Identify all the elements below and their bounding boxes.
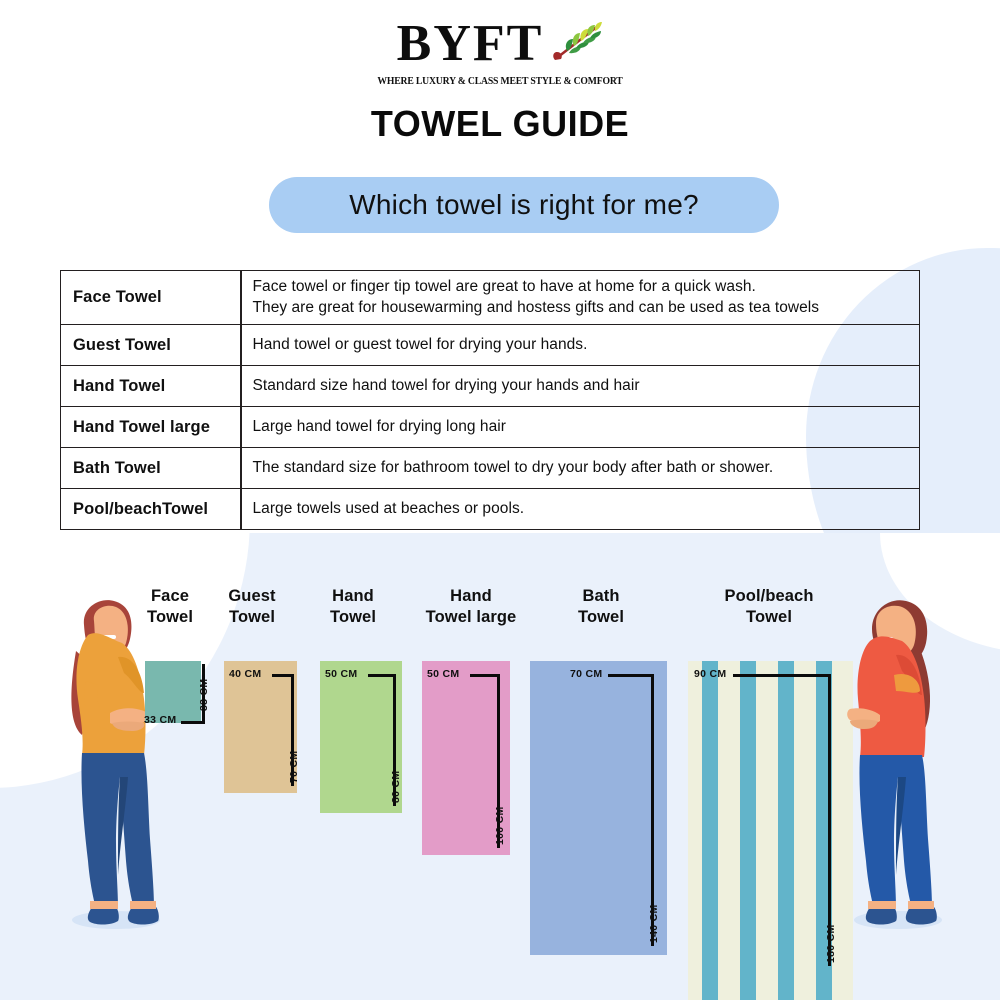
dimension-leader-h-hand	[368, 674, 396, 677]
table-row: Hand Towel large Large hand towel for dr…	[60, 406, 920, 448]
towel-label-pool-beach-towel: Pool/beach Towel	[702, 586, 836, 628]
towel-stripe	[702, 661, 718, 1000]
dimension-leader-v-face	[202, 664, 205, 722]
dimension-height-hand-towel: 80 CM	[390, 770, 402, 803]
question-banner: Which towel is right for me?	[269, 177, 779, 233]
towel-swatch-bath-towel	[530, 661, 667, 955]
towel-swatch-hand-towel	[320, 661, 402, 813]
towel-label-line2: Towel	[577, 608, 625, 627]
dimension-width-guest-towel: 40 CM	[229, 668, 262, 680]
dimension-leader-h-bath	[608, 674, 654, 677]
brand-header: BYFT WHERE LUXURY & CLASS MEET STYLE & C…	[0, 18, 1000, 145]
dimension-height-hand-towel-large: 100 CM	[494, 806, 506, 845]
towel-label-line1: Guest	[228, 587, 276, 605]
towel-swatch-pool-beach-towel	[688, 661, 853, 1000]
logo: BYFT	[0, 18, 1000, 70]
towel-label-line2: Towel	[146, 608, 194, 627]
leaf-branch-icon	[553, 22, 603, 60]
dimension-leader-h-hand-large	[470, 674, 500, 677]
dimension-width-face-towel: 33 CM	[144, 714, 177, 726]
towel-size-diagram: Face Towel 33 CM 33 CM Guest Towel 40 CM…	[0, 533, 1000, 1000]
towel-stripe	[688, 661, 702, 1000]
towel-label-line1: Hand	[332, 587, 374, 605]
dimension-leader-v-pool	[828, 674, 831, 966]
dimension-width-hand-towel: 50 CM	[325, 668, 358, 680]
towel-swatch-face-towel	[145, 661, 201, 723]
table-cell-category: Bath Towel	[60, 447, 242, 489]
towel-label-line1: Face	[150, 587, 189, 605]
table-row: Face Towel Face towel or finger tip towe…	[60, 270, 920, 325]
towel-stripe	[756, 661, 778, 1000]
towel-label-guest-towel: Guest Towel	[212, 586, 292, 628]
dimension-leader-h-guest	[272, 674, 294, 677]
towel-label-hand-towel: Hand Towel	[312, 586, 394, 628]
towel-label-line1: Bath	[582, 587, 620, 605]
brand-wordmark: BYFT	[396, 15, 544, 72]
dimension-height-face-towel: 33 CM	[198, 678, 210, 711]
towel-label-line2: Towel	[745, 608, 793, 627]
table-row: Pool/beachTowel Large towels used at bea…	[60, 488, 920, 530]
table-cell-description: Large towels used at beaches or pools.	[240, 488, 920, 530]
table-row: Guest Towel Hand towel or guest towel fo…	[60, 324, 920, 366]
towel-label-hand-towel-large: Hand Towel large	[404, 586, 538, 628]
table-row: Hand Towel Standard size hand towel for …	[60, 365, 920, 407]
towel-label-line1: Pool/beach	[724, 587, 814, 605]
dimension-leader-v-hand	[393, 674, 396, 806]
description-line-2: They are great for housewarming and host…	[252, 298, 820, 316]
towel-stripe	[778, 661, 794, 1000]
table-cell-category: Guest Towel	[60, 324, 242, 366]
dimension-height-bath-towel: 140 CM	[648, 904, 660, 943]
towel-guide-table: Face Towel Face towel or finger tip towe…	[60, 270, 920, 530]
question-text: Which towel is right for me?	[349, 189, 699, 220]
table-cell-description: Large hand towel for drying long hair	[240, 406, 920, 448]
dimension-height-guest-towel: 70 CM	[288, 750, 300, 783]
table-cell-description: Face towel or finger tip towel are great…	[240, 270, 920, 325]
dimension-width-hand-towel-large: 50 CM	[427, 668, 460, 680]
woman-holding-pool-towel-illustration	[847, 600, 942, 929]
table-cell-category: Pool/beachTowel	[60, 488, 242, 530]
dimension-leader-v-bath	[651, 674, 654, 946]
towel-label-line2: Towel large	[425, 608, 517, 627]
towel-swatch-hand-towel-large	[422, 661, 510, 855]
table-cell-description: The standard size for bathroom towel to …	[240, 447, 920, 489]
dimension-leader-v-hand-large	[497, 674, 500, 848]
towel-stripe	[718, 661, 740, 1000]
table-cell-category: Face Towel	[60, 270, 242, 325]
table-cell-category: Hand Towel	[60, 365, 242, 407]
description-line-1: Face towel or finger tip towel are great…	[252, 277, 756, 295]
towel-stripe	[832, 661, 853, 1000]
table-row: Bath Towel The standard size for bathroo…	[60, 447, 920, 489]
table-cell-description: Standard size hand towel for drying your…	[240, 365, 920, 407]
woman-holding-face-towel-illustration	[71, 600, 160, 929]
towel-swatch-guest-towel	[224, 661, 297, 793]
dimension-width-pool-beach-towel: 90 CM	[694, 668, 727, 680]
towel-stripe	[740, 661, 756, 1000]
towel-label-line2: Towel	[228, 608, 276, 627]
towel-label-line2: Towel	[329, 608, 377, 627]
towel-label-line1: Hand	[450, 587, 492, 605]
table-cell-category: Hand Towel large	[60, 406, 242, 448]
towel-label-bath-towel: Bath Towel	[560, 586, 642, 628]
towel-label-face-towel: Face Towel	[130, 586, 210, 628]
dimension-width-bath-towel: 70 CM	[570, 668, 603, 680]
brand-tagline: WHERE LUXURY & CLASS MEET STYLE & COMFOR…	[377, 75, 623, 87]
dimension-leader-v-guest	[291, 674, 294, 786]
page-title: TOWEL GUIDE	[370, 103, 630, 144]
table-cell-description: Hand towel or guest towel for drying you…	[240, 324, 920, 366]
towel-stripe	[794, 661, 816, 1000]
dimension-leader-h-pool	[733, 674, 831, 677]
dimension-leader-h-face	[181, 721, 205, 724]
